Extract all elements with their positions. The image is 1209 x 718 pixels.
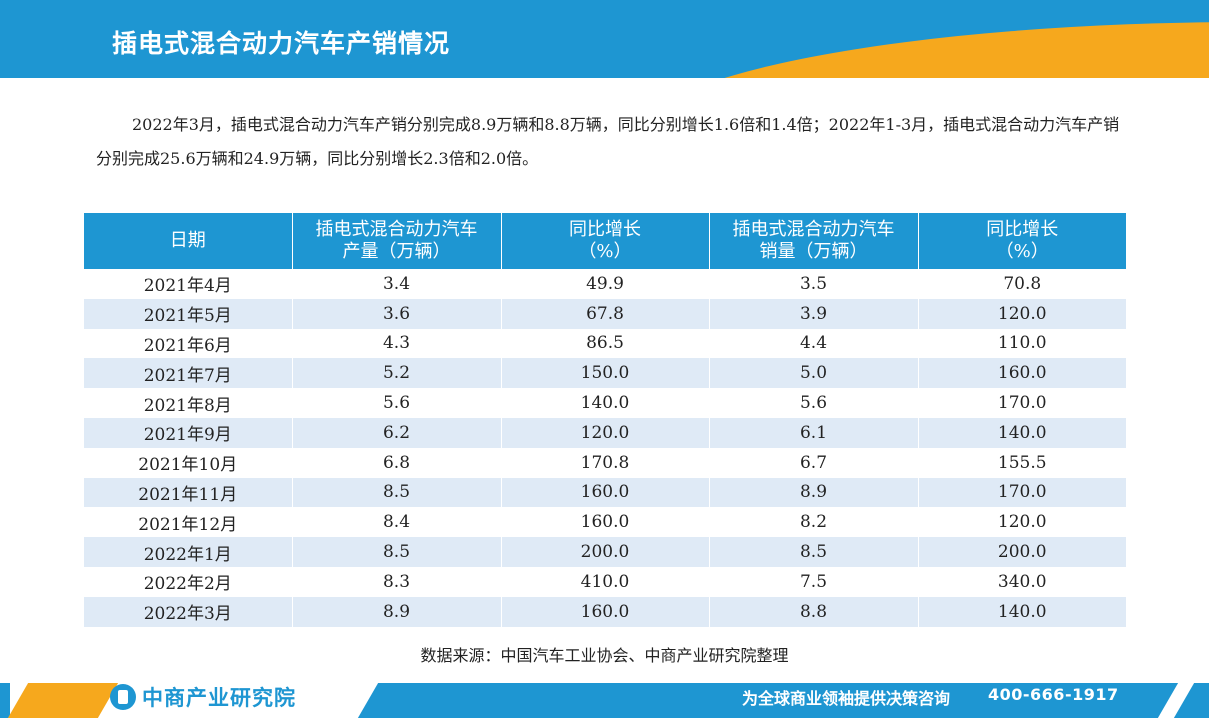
cell-production-growth: 200.0: [500, 537, 709, 567]
cell-production-growth: 150.0: [500, 358, 709, 389]
cell-date: 2021年12月: [84, 507, 292, 538]
footer-slogan: 为全球商业领袖提供决策咨询: [742, 689, 951, 708]
header-sales: 插电式混合动力汽车 销量（万辆）: [708, 213, 918, 269]
cell-date: 2022年3月: [84, 596, 292, 627]
cell-date: 2021年4月: [84, 269, 292, 299]
cell-sales: 5.6: [708, 388, 918, 418]
cell-production: 8.5: [291, 537, 501, 567]
table-row: 2021年10月 6.8 170.8 6.7 155.5: [84, 447, 1126, 478]
cell-production: 8.3: [291, 566, 501, 597]
footer-orange-stripe: [7, 683, 119, 718]
cell-sales: 5.0: [708, 358, 918, 389]
cell-production-growth: 160.0: [500, 507, 709, 538]
cell-production-growth: 49.9: [500, 269, 709, 299]
cell-production: 8.4: [291, 507, 501, 538]
table-row: 2022年2月 8.3 410.0 7.5 340.0: [84, 566, 1126, 597]
cell-sales-growth: 340.0: [917, 566, 1126, 597]
company-logo: 中商产业研究院: [110, 680, 296, 714]
cell-production-growth: 86.5: [500, 328, 709, 359]
logo-text: 中商产业研究院: [142, 686, 296, 710]
cell-date: 2021年6月: [84, 328, 292, 359]
table-row: 2021年6月 4.3 86.5 4.4 110.0: [84, 328, 1126, 359]
cell-production: 5.6: [291, 388, 501, 418]
cell-sales: 6.7: [708, 447, 918, 478]
footer-bar: [340, 683, 1209, 718]
table-row: 2021年7月 5.2 150.0 5.0 160.0: [84, 358, 1126, 389]
cell-production: 3.4: [291, 269, 501, 299]
cell-production-growth: 160.0: [500, 596, 709, 627]
footer-left-accent: [0, 683, 10, 718]
cell-sales-growth: 140.0: [917, 417, 1126, 448]
data-source-note: 数据来源：中国汽车工业协会、中商产业研究院整理: [420, 646, 789, 665]
cell-production: 3.6: [291, 298, 501, 329]
header-date: 日期: [84, 213, 292, 269]
cell-date: 2022年1月: [84, 537, 292, 567]
cell-sales-growth: 70.8: [917, 269, 1126, 299]
footer-phone: 400-666-1917: [988, 685, 1119, 704]
cell-sales: 7.5: [708, 566, 918, 597]
cell-production-growth: 67.8: [500, 298, 709, 329]
summary-paragraph: 2022年3月，插电式混合动力汽车产销分别完成8.9万辆和8.8万辆，同比分别增…: [96, 115, 1120, 168]
cell-sales-growth: 160.0: [917, 358, 1126, 389]
cell-date: 2021年8月: [84, 388, 292, 418]
table-row: 2021年11月 8.5 160.0 8.9 170.0: [84, 477, 1126, 508]
cell-production-growth: 410.0: [500, 566, 709, 597]
header-production-growth: 同比增长 （%）: [500, 213, 709, 269]
header-banner: 插电式混合动力汽车产销情况: [0, 0, 1209, 78]
cell-production: 6.8: [291, 447, 501, 478]
table-row: 2021年5月 3.6 67.8 3.9 120.0: [84, 298, 1126, 329]
cell-production: 8.5: [291, 477, 501, 508]
header-production: 插电式混合动力汽车 产量（万辆）: [291, 213, 501, 269]
table-row: 2021年4月 3.4 49.9 3.5 70.8: [84, 269, 1126, 299]
cell-sales: 3.5: [708, 269, 918, 299]
data-table: 日期 插电式混合动力汽车 产量（万辆） 同比增长 （%） 插电式混合动力汽车 销量（万…: [84, 213, 1126, 627]
cell-production-growth: 120.0: [500, 417, 709, 448]
logo-icon: [110, 684, 136, 710]
cell-sales: 4.4: [708, 328, 918, 359]
cell-sales-growth: 200.0: [917, 537, 1126, 567]
cell-production-growth: 140.0: [500, 388, 709, 418]
cell-sales: 3.9: [708, 298, 918, 329]
table-row: 2021年12月 8.4 160.0 8.2 120.0: [84, 507, 1126, 538]
cell-date: 2021年11月: [84, 477, 292, 508]
cell-sales-growth: 120.0: [917, 507, 1126, 538]
table-row: 2021年9月 6.2 120.0 6.1 140.0: [84, 417, 1126, 448]
cell-production-growth: 160.0: [500, 477, 709, 508]
cell-date: 2022年2月: [84, 566, 292, 597]
table-row: 2022年1月 8.5 200.0 8.5 200.0: [84, 537, 1126, 567]
page-title: 插电式混合动力汽车产销情况: [112, 29, 451, 58]
cell-date: 2021年10月: [84, 447, 292, 478]
cell-date: 2021年5月: [84, 298, 292, 329]
cell-sales: 6.1: [708, 417, 918, 448]
cell-sales: 8.5: [708, 537, 918, 567]
cell-production: 5.2: [291, 358, 501, 389]
cell-date: 2021年7月: [84, 358, 292, 389]
cell-sales-growth: 140.0: [917, 596, 1126, 627]
table-header-row: 日期 插电式混合动力汽车 产量（万辆） 同比增长 （%） 插电式混合动力汽车 销量（万…: [84, 213, 1126, 269]
cell-sales-growth: 170.0: [917, 388, 1126, 418]
cell-sales: 8.8: [708, 596, 918, 627]
cell-sales-growth: 170.0: [917, 477, 1126, 508]
cell-production-growth: 170.8: [500, 447, 709, 478]
cell-sales: 8.2: [708, 507, 918, 538]
table-row: 2021年8月 5.6 140.0 5.6 170.0: [84, 388, 1126, 418]
cell-sales: 8.9: [708, 477, 918, 508]
cell-sales-growth: 110.0: [917, 328, 1126, 359]
cell-sales-growth: 155.5: [917, 447, 1126, 478]
cell-date: 2021年9月: [84, 417, 292, 448]
cell-sales-growth: 120.0: [917, 298, 1126, 329]
table-row: 2022年3月 8.9 160.0 8.8 140.0: [84, 596, 1126, 627]
cell-production: 6.2: [291, 417, 501, 448]
cell-production: 8.9: [291, 596, 501, 627]
cell-production: 4.3: [291, 328, 501, 359]
header-sales-growth: 同比增长 （%）: [917, 213, 1126, 269]
header-orange-wave: [629, 22, 1209, 78]
